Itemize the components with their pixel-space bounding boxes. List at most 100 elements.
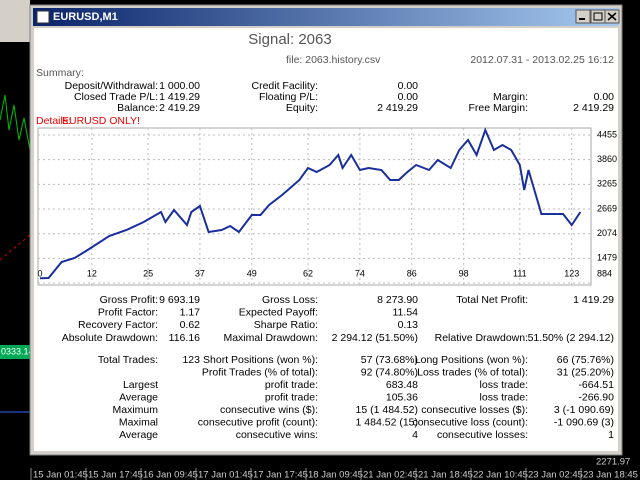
stat-label: Sharpe Ratio: [254, 319, 318, 331]
stat-value: 1 [608, 429, 614, 441]
summary-label: Closed Trade P/L: [74, 91, 158, 103]
stat-value: 3 (-1 090.69) [554, 404, 614, 416]
stat-label: Loss trades (% of total): [417, 366, 528, 378]
stat-label: Recovery Factor: [78, 319, 158, 331]
indicator-line [0, 234, 31, 261]
stat-label: Largest [123, 379, 158, 391]
stat-value: 1 484.52 (15) [356, 416, 418, 428]
stat-label: Maximum [112, 404, 158, 416]
summary-label: Deposit/Withdrawal: [65, 80, 158, 92]
chart-frame [37, 127, 592, 286]
stat-value: 105.36 [386, 391, 418, 403]
stat-label: loss trade: [480, 391, 528, 403]
price-line [0, 94, 31, 151]
summary-label: Credit Facility: [251, 80, 318, 92]
window-icon [36, 10, 50, 24]
stat-label: Maximal [119, 416, 158, 428]
toolbar [0, 0, 30, 42]
stat-label: Profit Trades (% of total): [202, 366, 318, 378]
stat-label: Maximal Drawdown: [223, 332, 318, 344]
x-tick-label: 62 [303, 268, 313, 278]
summary-value: 2 419.29 [159, 102, 200, 114]
time-label: 22 Jan 10:45 [473, 470, 528, 480]
stat-value: -266.90 [578, 391, 614, 403]
stat-label: Relative Drawdown: [435, 332, 528, 344]
balance-line [39, 127, 582, 280]
window-title: EURUSD,M1 [53, 11, 118, 23]
summary-value: 0.00 [398, 80, 419, 92]
stat-label: Expected Payoff: [239, 306, 318, 318]
price-left: 0333.14 [1, 346, 34, 356]
stat-value: 31 (25.20%) [557, 366, 614, 378]
x-tick-label: 98 [459, 268, 469, 278]
close-icon [607, 12, 617, 21]
stat-value: 4 [412, 429, 418, 441]
details-label: Details: [36, 115, 71, 127]
summary-label: Balance: [117, 102, 158, 114]
summary-value: 0.00 [594, 91, 615, 103]
stat-value: -1 090.69 (3) [554, 416, 614, 428]
time-label: 23 Jan 18:45 [583, 470, 638, 480]
y-tick-label: 3860 [597, 154, 617, 164]
stat-label: Profit Factor: [98, 306, 158, 318]
time-label: 23 Jan 02:45 [528, 470, 583, 480]
time-label: 15 Jan 17:45 [88, 470, 143, 480]
time-label: 18 Jan 09:45 [308, 470, 363, 480]
details-note: EURUSD ONLY! [62, 115, 140, 127]
stat-label: consecutive losses ($): [421, 404, 528, 416]
summary-label: Equity: [286, 102, 318, 114]
summary-label: Summary: [36, 67, 84, 79]
y-tick-label: 4455 [597, 129, 617, 139]
stat-label: Total Net Profit: [456, 294, 528, 306]
stat-label: Average [119, 391, 158, 403]
stat-label: profit trade: [265, 391, 318, 403]
stats: Deposit/Withdrawal: 1 000.00 Credit Facili… [62, 80, 614, 441]
y-tick-label: 2074 [597, 228, 617, 238]
stat-label: Gross Profit: [100, 294, 158, 306]
time-label: 17 Jan 01:45 [198, 470, 253, 480]
time-label: 15 Jan 01:45 [33, 470, 88, 480]
stat-value: 0.13 [398, 319, 419, 331]
stat-value: 0.62 [180, 319, 201, 331]
stat-value: 11.54 [393, 306, 419, 318]
stat-value: 1.17 [180, 306, 201, 318]
file-name: file: 2063.history.csv [286, 54, 381, 66]
stat-value: 683.48 [386, 379, 418, 391]
stat-label: loss trade: [480, 379, 528, 391]
summary-label: Floating P/L: [259, 91, 318, 103]
summary-label: Margin: [493, 91, 528, 103]
y-tick-label: 1479 [597, 253, 617, 263]
summary-value: 1 419.29 [159, 91, 200, 103]
x-tick-label: 74 [355, 268, 365, 278]
x-tick-label: 49 [247, 268, 257, 278]
stat-value: -664.51 [578, 379, 614, 391]
stat-label: consecutive losses: [437, 429, 528, 441]
stat-value: 123 [182, 354, 200, 366]
window-buttons [575, 9, 620, 24]
summary-value: 1 000.00 [159, 80, 200, 92]
y-tick-label: 2669 [597, 203, 617, 213]
stat-value: 8 273.90 [377, 294, 418, 306]
price-right: 2271.97 [596, 457, 630, 468]
stat-label: consecutive loss (count): [412, 416, 528, 428]
stat-label: consecutive wins: [236, 429, 318, 441]
minimize-button[interactable] [575, 9, 591, 24]
stat-label: Short Positions (won %): [203, 354, 318, 366]
stat-value: 1 419.29 [573, 294, 614, 306]
stat-value: 51.50% (2 294.12) [528, 332, 614, 344]
price-box [0, 345, 30, 359]
time-axis: 15 Jan 01:45 15 Jan 17:45 16 Jan 09:45 17 J… [30, 468, 638, 480]
x-tick-label: 25 [143, 268, 153, 278]
stat-label: consecutive wins ($): [220, 404, 318, 416]
x-tick-label: 12 [87, 268, 97, 278]
time-label: 16 Jan 09:45 [143, 470, 198, 480]
maximize-button[interactable] [590, 9, 606, 24]
stat-value: 116.16 [169, 332, 200, 344]
stat-value: 66 (75.76%) [557, 354, 614, 366]
stat-value: 9 693.19 [159, 294, 200, 306]
stat-label: Absolute Drawdown: [62, 332, 158, 344]
maximize-icon [593, 12, 603, 21]
stat-label: Long Positions (won %): [415, 354, 528, 366]
y-tick-label: 3265 [597, 179, 617, 189]
